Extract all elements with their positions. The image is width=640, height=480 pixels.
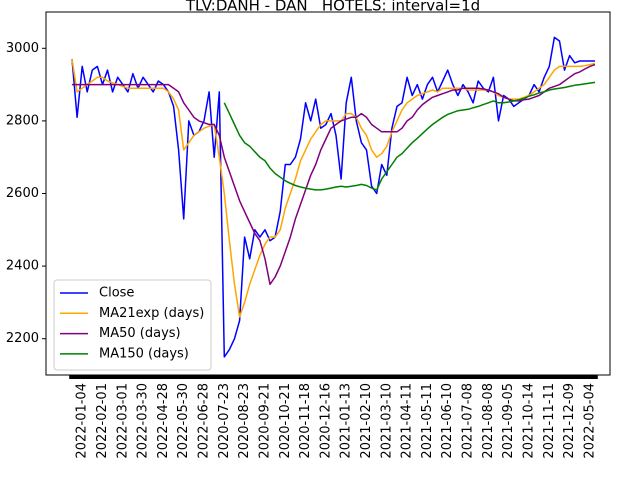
x-tick-label: 2021-07-08 (461, 383, 476, 459)
x-tick-label: 2022-06-28 (197, 383, 212, 459)
series-line (72, 63, 596, 286)
x-tick-label: 2021-10-14 (521, 383, 536, 459)
x-tick-label: 2020-08-23 (237, 383, 252, 459)
series-line (223, 81, 596, 191)
chart-title: TLV:DANH - DAN HOTELS: interval=1d (185, 0, 480, 15)
y-tick-label: 2800 (6, 113, 39, 128)
x-tick-label: 2020-10-21 (278, 383, 293, 459)
x-tick-label: 2022-02-01 (95, 383, 110, 459)
y-tick-label: 2200 (6, 331, 39, 346)
x-tick-label: 2020-12-16 (318, 383, 333, 459)
x-tick-label: 2022-03-01 (115, 383, 130, 459)
x-tick-label: 2022-04-28 (156, 383, 171, 459)
legend-label: MA21exp (days) (99, 306, 204, 321)
x-tick-label: 2020-07-23 (217, 383, 232, 459)
x-tick-label: 2022-05-04 (582, 383, 597, 459)
x-tick-label: 2021-05-11 (420, 383, 435, 459)
y-tick-label: 3000 (6, 41, 39, 56)
x-tick-label: 2022-05-30 (176, 383, 191, 459)
legend-box (53, 279, 212, 371)
x-tick-label: 2021-08-08 (481, 383, 496, 459)
y-tick-label: 2600 (6, 186, 39, 201)
legend-label: MA50 (days) (99, 326, 181, 341)
x-tick-label: 2020-09-21 (257, 383, 272, 459)
x-tick-label: 2021-11-11 (542, 383, 557, 459)
x-tick-label: 2021-01-13 (339, 383, 354, 459)
y-tick-label: 2400 (6, 259, 39, 274)
x-tick-label: 2021-02-10 (359, 383, 374, 459)
x-tick-label: 2021-06-10 (440, 383, 455, 459)
x-tick-label: 2021-12-09 (562, 383, 577, 459)
x-tick-label: 2021-09-05 (501, 383, 516, 459)
x-tick-label: 2022-01-04 (75, 383, 90, 459)
x-tick-label: 2021-04-11 (400, 383, 415, 459)
x-tick-label: 2022-03-30 (136, 383, 151, 459)
legend-label: Close (99, 286, 134, 301)
legend-label: MA150 (days) (99, 346, 189, 361)
x-tick-label: 2021-03-10 (379, 383, 394, 459)
x-tick-label: 2020-11-18 (298, 383, 313, 459)
